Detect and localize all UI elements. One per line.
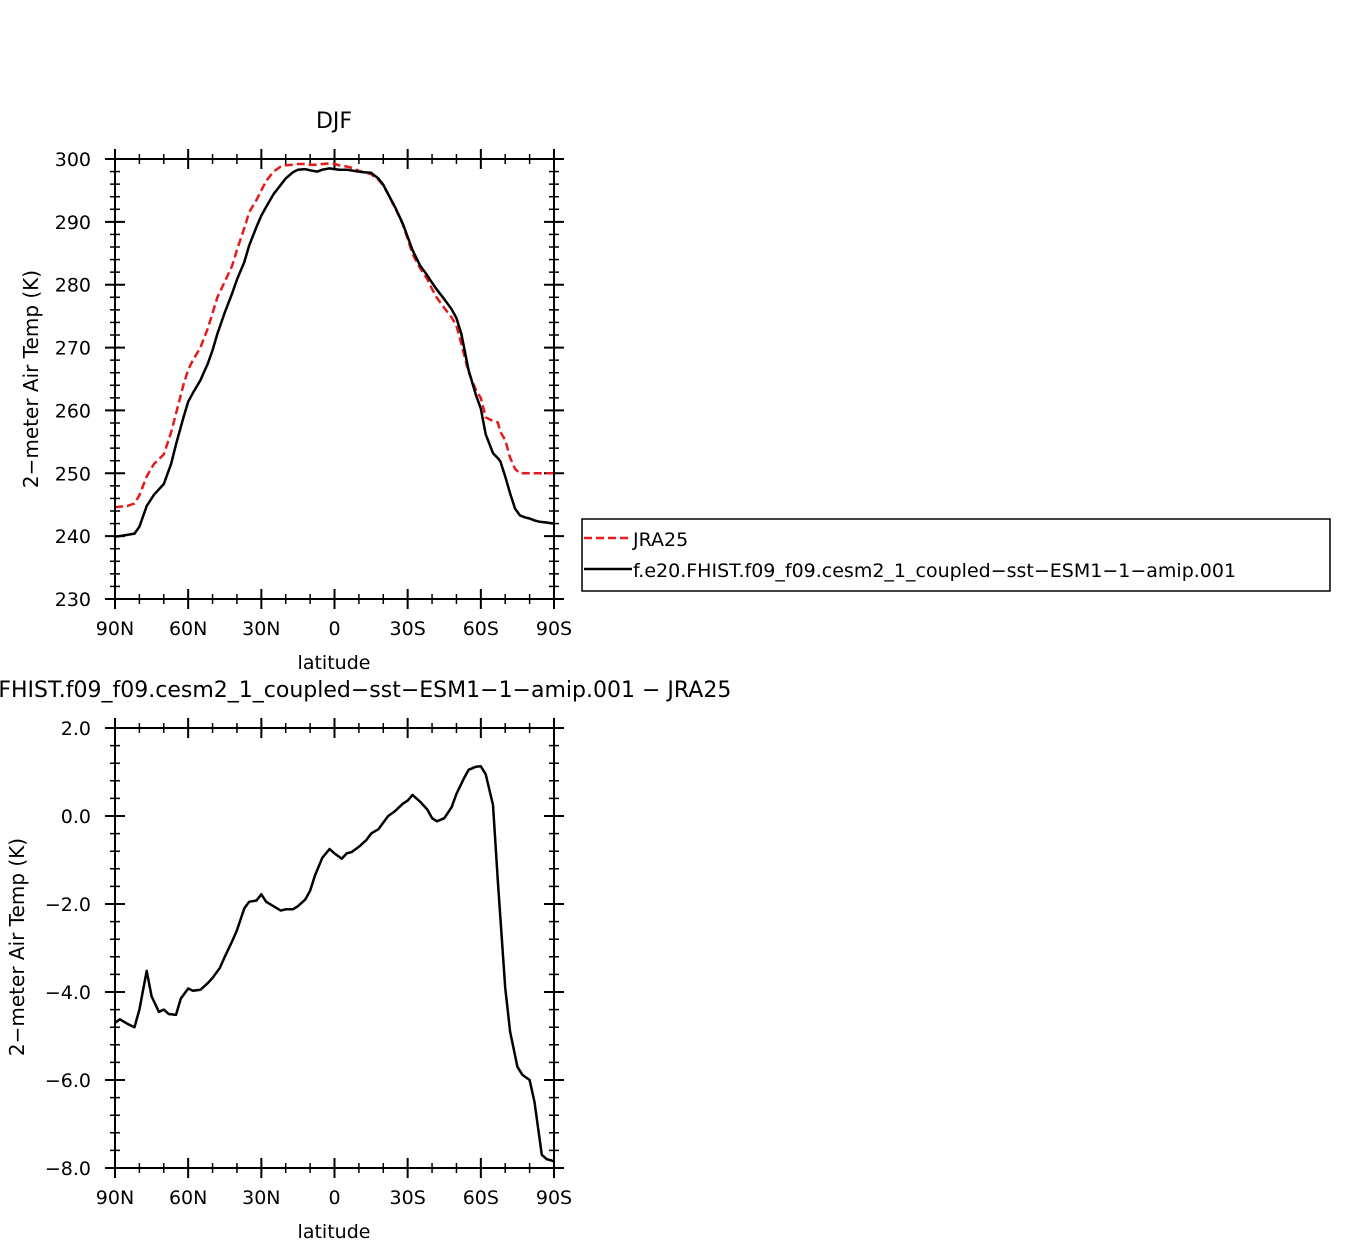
top-x-tick-label: 60N — [169, 618, 207, 640]
bottom-x-axis-label: latitude — [298, 1221, 371, 1243]
bottom-x-tick-label: 90N — [96, 1187, 134, 1209]
bottom-y-tick-label: −2.0 — [45, 894, 91, 916]
bottom-x-tick-label: 60N — [169, 1187, 207, 1209]
bottom-x-tick-label: 30S — [390, 1187, 426, 1209]
top-x-axis-label: latitude — [298, 652, 371, 674]
bottom-y-tick-label: 0.0 — [61, 806, 91, 828]
top-y-tick-label: 260 — [55, 400, 91, 422]
bottom-panel: f.e20.FHIST.f09_f09.cesm2_1_coupled−sst−… — [0, 678, 731, 1243]
bottom-y-tick-label: 2.0 — [61, 718, 91, 740]
bottom-y-tick-label: −4.0 — [45, 982, 91, 1004]
top-y-tick-label: 290 — [55, 212, 91, 234]
top-plot-frame — [114, 158, 555, 600]
bottom-series-line-0 — [114, 765, 555, 1163]
bottom-y-tick-label: −6.0 — [45, 1070, 91, 1092]
top-panel: DJF 2−meter Air Temp (K) latitude 90N 60N… — [19, 109, 572, 674]
legend: JRA25 f.e20.FHIST.f09_f09.cesm2_1_couple… — [581, 518, 1331, 592]
top-x-tick-label: 90S — [536, 618, 572, 640]
bottom-x-tick-label: 30N — [242, 1187, 280, 1209]
top-y-tick-label: 240 — [55, 526, 91, 548]
top-y-tick-label: 230 — [55, 589, 91, 611]
bottom-plot-frame — [114, 727, 555, 1169]
top-series-line-1 — [114, 167, 555, 539]
legend-label-model: f.e20.FHIST.f09_f09.cesm2_1_coupled−sst−… — [633, 560, 1236, 582]
top-y-tick-label: 270 — [55, 338, 91, 360]
legend-box — [581, 518, 1331, 592]
top-x-tick-label: 60S — [463, 618, 499, 640]
legend-label-jra25: JRA25 — [632, 529, 688, 551]
top-x-tick-label: 90N — [96, 618, 134, 640]
top-y-axis-label: 2−meter Air Temp (K) — [19, 270, 43, 488]
top-x-tick-label: 30S — [390, 618, 426, 640]
bottom-y-axis-label: 2−meter Air Temp (K) — [5, 838, 29, 1056]
top-y-tick-label: 250 — [55, 463, 91, 485]
bottom-x-tick-label: 90S — [536, 1187, 572, 1209]
bottom-x-tick-label: 0 — [328, 1187, 340, 1209]
top-chart-title: DJF — [316, 109, 352, 134]
top-x-tick-label: 30N — [242, 618, 280, 640]
top-x-tick-label: 0 — [328, 618, 340, 640]
bottom-x-tick-label: 60S — [463, 1187, 499, 1209]
bottom-y-tick-label: −8.0 — [45, 1158, 91, 1180]
top-y-tick-label: 300 — [55, 149, 91, 171]
bottom-chart-title: f.e20.FHIST.f09_f09.cesm2_1_coupled−sst−… — [0, 678, 731, 703]
top-series-line-0 — [114, 162, 554, 509]
top-y-tick-label: 280 — [55, 275, 91, 297]
